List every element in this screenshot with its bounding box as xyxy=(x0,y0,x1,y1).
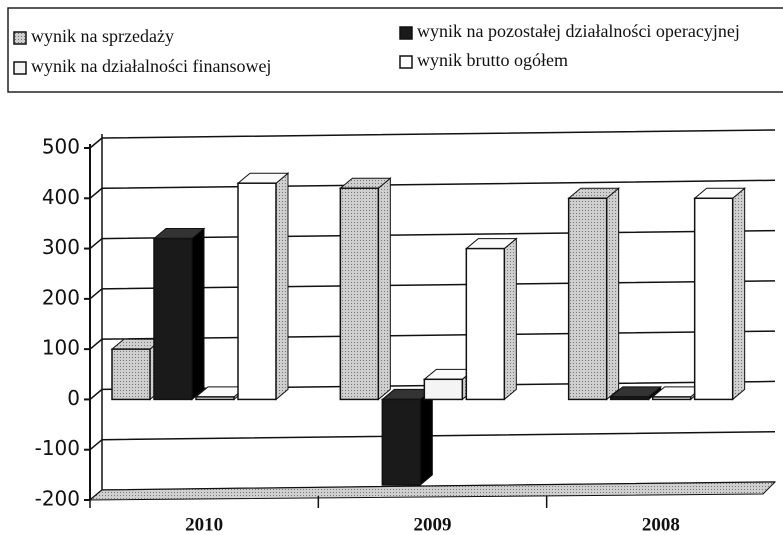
x-tick-label: 2009 xyxy=(414,514,452,535)
bar xyxy=(338,177,392,401)
bar-face xyxy=(423,378,464,401)
bar xyxy=(236,172,290,401)
legend-box xyxy=(7,7,783,93)
y-tick-label: 500 xyxy=(42,135,80,159)
bar-face xyxy=(465,247,506,401)
bar-face xyxy=(191,227,205,401)
y-tick-label: -200 xyxy=(35,487,80,511)
y-tick-label: 100 xyxy=(42,336,80,360)
bar xyxy=(609,385,663,401)
bar-face xyxy=(237,182,277,401)
bar-face xyxy=(381,398,422,486)
legend-swatch xyxy=(13,61,27,75)
bar-face xyxy=(651,396,692,401)
bar xyxy=(152,227,206,401)
legend-label: wynik na działalności finansowej xyxy=(31,56,271,76)
legend-label: wynik brutto ogółem xyxy=(417,50,568,70)
legend-swatch xyxy=(13,31,27,45)
bar-face xyxy=(153,237,193,401)
y-tick-label: 400 xyxy=(42,185,80,209)
legend-label: wynik na pozostałej działalności operacy… xyxy=(417,21,740,41)
legend-label: wynik na sprzedaży xyxy=(31,26,174,46)
y-tick-label: 300 xyxy=(42,235,80,259)
bar-face xyxy=(503,237,517,401)
bar-face xyxy=(609,396,650,401)
floor xyxy=(88,481,777,501)
grid-line xyxy=(89,179,776,199)
bar-face xyxy=(275,172,289,401)
bar-face xyxy=(567,197,608,401)
bar xyxy=(567,187,621,401)
y-tick-label: 200 xyxy=(42,285,80,309)
bar-face xyxy=(339,187,380,401)
bar-face xyxy=(693,197,734,401)
bar-face xyxy=(111,348,151,401)
grid-line xyxy=(89,129,776,149)
bar-face xyxy=(195,396,235,401)
bar-face xyxy=(606,187,620,401)
y-tick-label: -100 xyxy=(35,436,80,460)
x-tick-label: 2010 xyxy=(185,514,223,535)
bar xyxy=(693,187,747,401)
legend-swatch xyxy=(399,26,413,40)
y-tick-label: 0 xyxy=(67,386,80,410)
bar-face xyxy=(419,388,433,486)
bar xyxy=(380,388,434,486)
legend-swatch xyxy=(399,55,413,69)
bar xyxy=(464,237,518,401)
bar-face xyxy=(732,187,746,401)
x-tick-label: 2008 xyxy=(642,514,680,535)
bar-face xyxy=(377,177,391,401)
